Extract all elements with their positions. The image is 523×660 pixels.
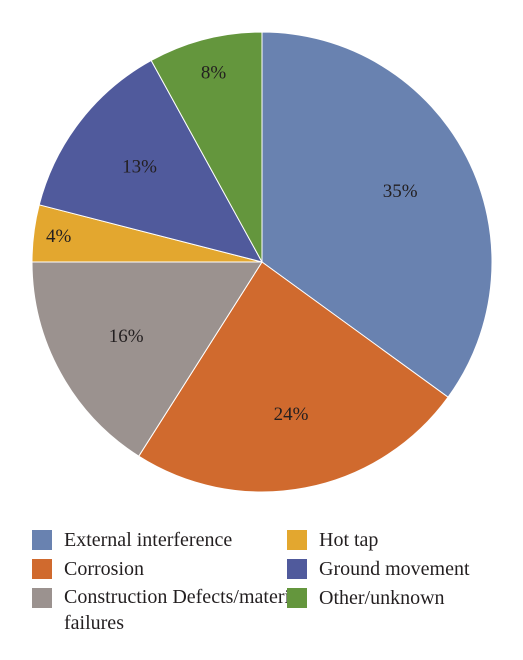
slice-value-label-external-interference: 35% — [383, 181, 418, 202]
slice-value-label-hot-tap: 4% — [46, 226, 72, 247]
pie-chart: 35% 24% 16% 4% 13% 8% — [31, 31, 493, 493]
legend-swatch-construction — [32, 588, 52, 608]
slice-value-label-corrosion: 24% — [274, 404, 309, 425]
pie-slice-ground-movement — [38, 59, 263, 263]
legend-label-other-unknown: Other/unknown — [319, 587, 445, 609]
pie-slice-corrosion — [138, 261, 449, 493]
legend-swatch-external-interference — [32, 530, 52, 550]
slice-value-label-ground-movement: 13% — [122, 156, 157, 177]
slice-value-label-construction-defects-material-failures: 16% — [109, 326, 144, 347]
legend-label-construction: Construction Defects/material failures — [64, 586, 305, 634]
legend-label-hot-tap: Hot tap — [319, 529, 379, 551]
legend-label-corrosion: Corrosion — [64, 558, 144, 580]
pie-slice-other-unknown — [150, 31, 263, 263]
legend-swatch-other-unknown — [287, 588, 307, 608]
legend-swatch-hot-tap — [287, 530, 307, 550]
pie-slice-construction-defects-material-failures — [31, 261, 263, 457]
pie-slice-external-interference — [261, 31, 493, 398]
slice-value-label-other-unknown: 8% — [201, 63, 227, 84]
legend-swatch-corrosion — [32, 559, 52, 579]
legend-swatch-ground-movement — [287, 559, 307, 579]
legend-label-ground-movement: Ground movement — [319, 558, 470, 580]
legend-label-external-interference: External interference — [64, 529, 233, 551]
